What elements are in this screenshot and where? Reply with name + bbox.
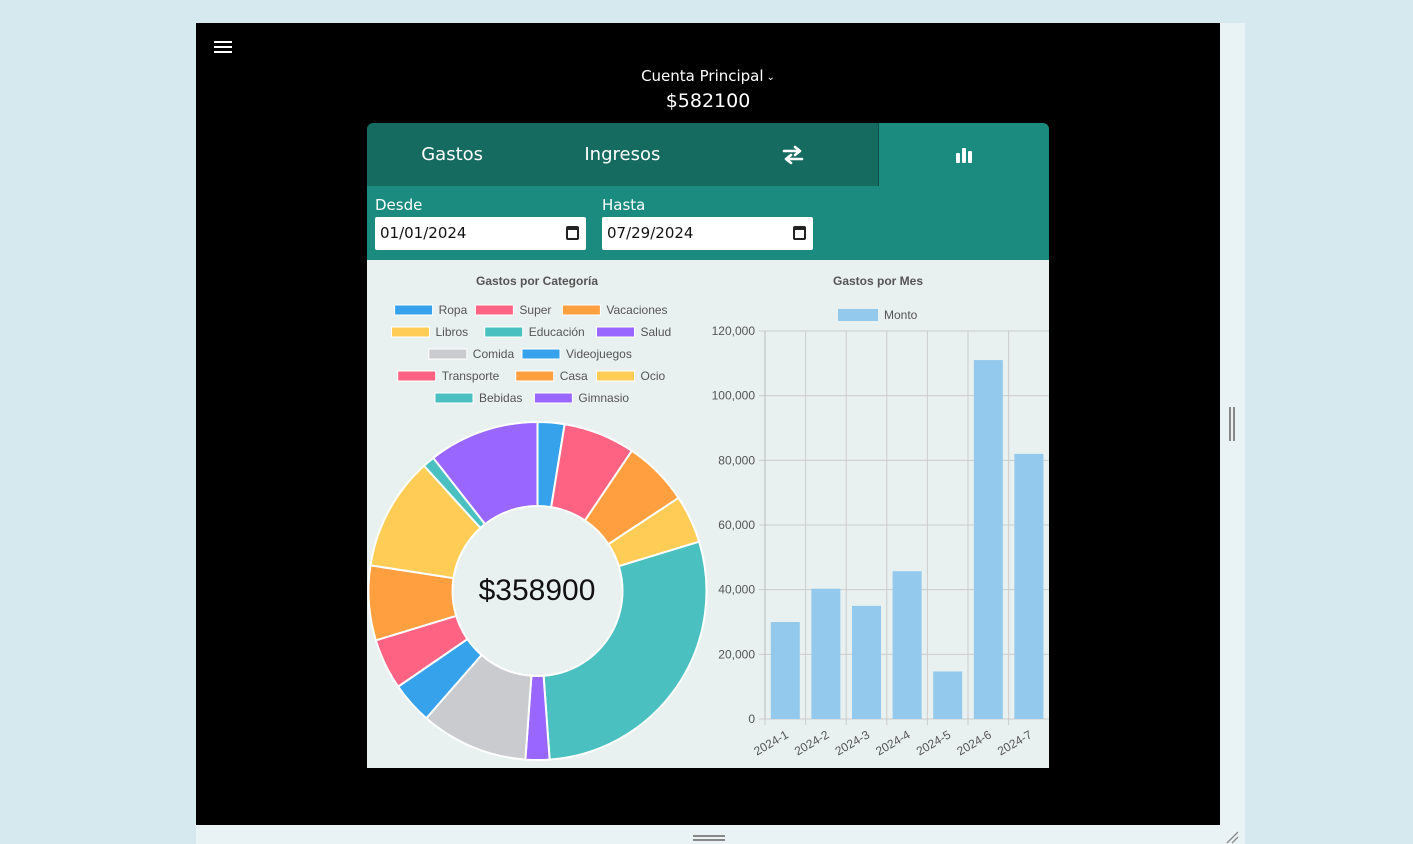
x-tick-label: 2024-7 xyxy=(995,727,1035,758)
bar-2024-1[interactable] xyxy=(770,622,800,719)
y-tick-label: 100,000 xyxy=(712,389,756,403)
app-window: Cuenta Principal ⌄ $582100 Gastos Ingreso… xyxy=(196,23,1220,825)
to-filter: Hasta 07/29/2024 xyxy=(602,196,813,250)
tab-statistics[interactable] xyxy=(877,123,1049,186)
legend-swatch xyxy=(391,326,430,338)
legend-swatch xyxy=(521,348,561,360)
legend-swatch xyxy=(561,304,601,316)
legend-item-educacion[interactable]: Educación xyxy=(484,325,585,339)
y-tick-label: 0 xyxy=(748,712,755,726)
x-tick-label: 2024-2 xyxy=(792,727,832,758)
legend-item-videojuegos[interactable]: Videojuegos xyxy=(521,347,632,361)
monthly-bar-chart: Gastos por Mes Monto 0 20,000 40,000 60,000… xyxy=(712,274,1049,758)
from-filter: Desde 01/01/2024 xyxy=(375,196,586,250)
legend-label: Vacaciones xyxy=(606,303,667,317)
to-date-input[interactable]: 07/29/2024 xyxy=(602,217,813,250)
slice-educacion[interactable] xyxy=(542,540,708,761)
from-date-value: 01/01/2024 xyxy=(380,224,467,242)
calendar-icon[interactable] xyxy=(793,226,806,240)
legend-item-casa[interactable]: Casa xyxy=(515,369,588,383)
bar-2024-5[interactable] xyxy=(933,671,963,719)
from-label: Desde xyxy=(375,196,423,214)
legend-label: Videojuegos xyxy=(566,347,632,361)
transfer-arrows-icon xyxy=(782,145,803,164)
donut-center-total: $358900 xyxy=(479,574,596,607)
legend-swatch xyxy=(394,304,434,316)
x-tick-label: 2024-4 xyxy=(873,727,913,758)
legend-item-monto[interactable]: Monto xyxy=(838,308,918,322)
bar-2024-6[interactable] xyxy=(973,360,1003,719)
legend-label: Monto xyxy=(884,308,918,322)
tab-bar: Gastos Ingresos xyxy=(367,123,1049,186)
legend-swatch xyxy=(515,370,555,382)
legend-swatch xyxy=(533,392,573,404)
legend-swatch xyxy=(434,392,474,404)
bar-chart-icon xyxy=(955,147,972,163)
legend-label: Ocio xyxy=(641,369,666,383)
legend-label: Gimnasio xyxy=(578,391,629,405)
legend-label: Comida xyxy=(473,347,515,361)
category-doughnut-chart: Gastos por Categoría Ropa Super Vacaciones… xyxy=(367,274,708,761)
menu-icon[interactable] xyxy=(214,39,234,55)
x-tick-label: 2024-1 xyxy=(751,727,791,758)
resize-corner-icon[interactable] xyxy=(1225,830,1239,844)
x-tick-label: 2024-5 xyxy=(914,727,954,758)
bar-2024-2[interactable] xyxy=(811,588,841,719)
y-tick-label: 80,000 xyxy=(718,453,755,467)
to-date-value: 07/29/2024 xyxy=(607,224,694,242)
legend-item-libros[interactable]: Libros xyxy=(391,325,469,339)
legend-swatch xyxy=(474,304,514,316)
legend-label: Educación xyxy=(529,325,585,339)
account-selector[interactable]: Cuenta Principal ⌄ xyxy=(196,67,1220,85)
legend-label: Casa xyxy=(560,369,588,383)
legend-label: Ropa xyxy=(439,303,468,317)
vertical-resize-handle[interactable] xyxy=(1229,407,1236,441)
tab-gastos[interactable]: Gastos xyxy=(367,123,538,186)
horizontal-resize-handle[interactable] xyxy=(693,835,725,841)
legend-item-transporte[interactable]: Transporte xyxy=(397,369,500,383)
slice-gimnasio[interactable] xyxy=(431,420,539,526)
legend-swatch xyxy=(397,370,437,382)
legend-label: Transporte xyxy=(442,369,500,383)
chart-title: Gastos por Mes xyxy=(833,274,923,288)
legend-label: Libros xyxy=(436,325,469,339)
legend-swatch xyxy=(484,326,524,338)
x-tick-label: 2024-3 xyxy=(833,727,873,758)
y-tick-label: 20,000 xyxy=(718,647,755,661)
tab-transfers[interactable] xyxy=(707,123,878,186)
y-tick-label: 60,000 xyxy=(718,518,755,532)
y-tick-label: 40,000 xyxy=(718,583,755,597)
legend-label: Salud xyxy=(641,325,672,339)
chevron-down-icon: ⌄ xyxy=(766,72,775,83)
charts-area: Gastos por Categoría Ropa Super Vacaciones… xyxy=(367,260,1049,768)
from-date-input[interactable]: 01/01/2024 xyxy=(375,217,586,250)
calendar-icon[interactable] xyxy=(566,226,579,240)
legend-swatch xyxy=(596,370,635,382)
chart-title: Gastos por Categoría xyxy=(476,274,598,288)
legend-item-super[interactable]: Super xyxy=(474,303,551,317)
legend-swatch xyxy=(428,348,468,360)
x-tick-label: 2024-6 xyxy=(954,727,994,758)
legend-item-vacaciones[interactable]: Vacaciones xyxy=(561,303,668,317)
legend-swatch xyxy=(838,309,878,321)
tab-ingresos[interactable]: Ingresos xyxy=(537,123,708,186)
legend-item-ocio[interactable]: Ocio xyxy=(596,369,666,383)
legend-item-ropa[interactable]: Ropa xyxy=(394,303,468,317)
legend-swatch xyxy=(596,326,635,338)
account-balance: $582100 xyxy=(665,90,751,112)
to-label: Hasta xyxy=(602,196,646,214)
date-filters: Desde 01/01/2024 Hasta 07/29/2024 xyxy=(367,186,1049,260)
bar-2024-7[interactable] xyxy=(1014,453,1044,719)
bar-2024-4[interactable] xyxy=(892,571,922,719)
legend-item-comida[interactable]: Comida xyxy=(428,347,515,361)
bar-2024-3[interactable] xyxy=(852,605,881,719)
main-card: Gastos Ingresos Desde 01/01/20 xyxy=(367,123,1049,768)
legend-item-bebidas[interactable]: Bebidas xyxy=(434,391,522,405)
legend-item-salud[interactable]: Salud xyxy=(596,325,672,339)
legend-item-gimnasio[interactable]: Gimnasio xyxy=(533,391,629,405)
legend-label: Super xyxy=(519,303,551,317)
y-tick-label: 120,000 xyxy=(712,324,756,338)
account-name: Cuenta Principal xyxy=(641,67,764,85)
legend-label: Bebidas xyxy=(479,391,522,405)
